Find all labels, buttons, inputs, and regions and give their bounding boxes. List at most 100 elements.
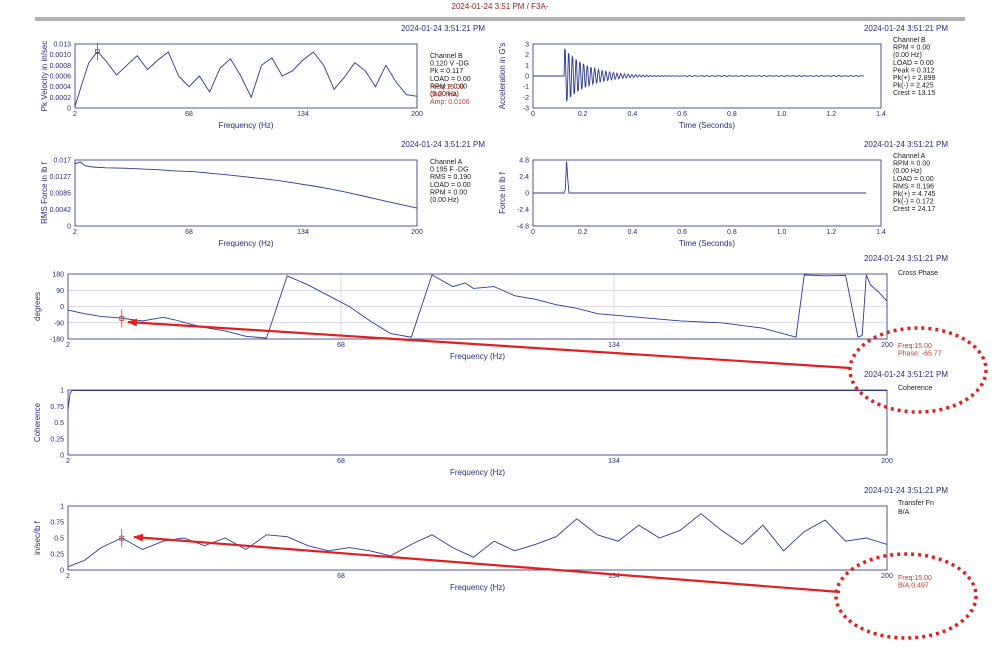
transfer-function-subtitle: B/A bbox=[898, 509, 910, 516]
y-tick-label: 0 bbox=[60, 304, 64, 311]
x-tick-label: 1.0 bbox=[777, 229, 787, 236]
y-tick-label: 0 bbox=[525, 191, 529, 198]
y-tick-label: -1 bbox=[523, 84, 529, 91]
cursor-readout-line: Amp: 0.0106 bbox=[430, 99, 470, 106]
cross-phase-plot-frame bbox=[67, 273, 888, 340]
force-time-x-axis-label: Time (Seconds) bbox=[679, 239, 736, 248]
y-tick-label: 3 bbox=[525, 42, 529, 49]
x-tick-label: 200 bbox=[411, 111, 423, 118]
channel-info-line: Crest = 24.17 bbox=[893, 206, 935, 213]
channel-info-line: 0.195 F -DG bbox=[430, 167, 469, 174]
annotation-layer bbox=[127, 318, 988, 640]
x-tick-label: 2 bbox=[66, 458, 70, 465]
transfer-function-series-line bbox=[67, 513, 888, 568]
channel-info-line: RPM = 0.00 bbox=[893, 161, 930, 168]
transfer-function-y-axis-label: in/sec/lb f bbox=[33, 520, 42, 555]
y-tick-label: 0.0085 bbox=[50, 191, 72, 198]
y-tick-label: 0 bbox=[67, 106, 71, 113]
cross-phase-x-axis-label: Frequency (Hz) bbox=[450, 352, 505, 361]
acceleration-time-timestamp: 2024-01-24 3:51:21 PM bbox=[864, 24, 948, 33]
x-tick-label: 0.8 bbox=[727, 111, 737, 118]
channel-info-line: LOAD = 0.00 bbox=[430, 182, 471, 189]
y-tick-label: 0.5 bbox=[54, 536, 64, 543]
y-tick-label: 0.0004 bbox=[50, 84, 72, 91]
y-tick-label: 0.013 bbox=[53, 42, 71, 49]
velocity-spectrum-y-axis-label: Pk Velocity in in/sec bbox=[40, 41, 49, 112]
channel-info-line: (0.00 Hz) bbox=[893, 52, 922, 59]
x-tick-label: 200 bbox=[881, 573, 893, 580]
phase-annotation-circle bbox=[848, 326, 988, 414]
x-tick-label: 134 bbox=[608, 342, 620, 349]
channel-info-line: RPM = 0.00 bbox=[893, 45, 930, 52]
y-tick-label: 0.0010 bbox=[50, 52, 72, 59]
transfer-function-timestamp: 2024-01-24 3:51:21 PM bbox=[864, 486, 948, 495]
channel-info-line: Channel B bbox=[893, 37, 926, 44]
x-tick-label: 0.6 bbox=[677, 111, 687, 118]
x-tick-label: 0.6 bbox=[677, 229, 687, 236]
x-tick-label: 0.4 bbox=[628, 111, 638, 118]
velocity-spectrum-plot-frame bbox=[74, 43, 418, 109]
y-tick-label: 0.017 bbox=[53, 158, 71, 165]
cross-phase-series-line bbox=[67, 274, 888, 339]
y-tick-label: 0 bbox=[60, 568, 64, 575]
channel-info-line: RPM = 0.00 bbox=[430, 83, 467, 90]
acceleration-time-series-line bbox=[533, 48, 864, 103]
phase-annotation-arrow bbox=[127, 318, 851, 370]
y-tick-label: 0.5 bbox=[54, 420, 64, 427]
force-time-chart: 2024-01-24 3:51:21 PM4.82.40-2.4-4.80 0.2… bbox=[498, 140, 948, 248]
cross-phase-timestamp: 2024-01-24 3:51:21 PM bbox=[864, 254, 948, 263]
channel-info-line: (0.00 Hz) bbox=[430, 197, 459, 204]
transfer-function-title: Transfer Fn bbox=[898, 500, 934, 507]
y-tick-label: 0.25 bbox=[50, 436, 64, 443]
x-tick-label: 2 bbox=[73, 111, 77, 118]
cursor-readout-line: B/A:0.497 bbox=[898, 583, 929, 590]
cursor-readout-line: Freq:15.00 bbox=[430, 84, 464, 91]
acceleration-time-x-axis-label: Time (Seconds) bbox=[679, 121, 736, 130]
y-tick-label: 90 bbox=[56, 288, 64, 295]
coherence-timestamp: 2024-01-24 3:51:21 PM bbox=[864, 370, 948, 379]
x-tick-label: 0.8 bbox=[727, 229, 737, 236]
y-tick-label: -2 bbox=[523, 95, 529, 102]
channel-info-line: (0.00 Hz) bbox=[893, 168, 922, 175]
force-time-y-axis-label: Force in lb f bbox=[498, 171, 507, 214]
y-tick-label: 1 bbox=[60, 504, 64, 511]
force-time-series-line bbox=[533, 161, 867, 194]
velocity-spectrum-series-line bbox=[74, 50, 418, 107]
y-tick-label: -4.8 bbox=[517, 224, 529, 231]
x-tick-label: 2 bbox=[66, 573, 70, 580]
y-tick-label: 0.25 bbox=[50, 552, 64, 559]
channel-info-line: LOAD = 0.00 bbox=[430, 76, 471, 83]
y-tick-label: 0.0042 bbox=[50, 207, 72, 214]
force-spectrum-chart: 2024-01-24 3:51:21 PM 0.017 0.0127 0.0085 0.… bbox=[40, 140, 485, 248]
x-tick-label: 1.0 bbox=[777, 111, 787, 118]
x-tick-label: 68 bbox=[337, 458, 345, 465]
x-tick-label: 1.4 bbox=[876, 229, 886, 236]
velocity-spectrum-cursor-marker bbox=[95, 49, 100, 54]
channel-info-line: Channel B bbox=[430, 53, 463, 60]
coherence-x-axis-label: Frequency (Hz) bbox=[450, 468, 505, 477]
channel-info-line: Crest = 13.15 bbox=[893, 90, 935, 97]
channel-info-line: Peak = 0.312 bbox=[893, 67, 935, 74]
coherence-plot-frame bbox=[67, 389, 888, 456]
x-tick-label: 200 bbox=[881, 342, 893, 349]
x-tick-label: 0 bbox=[531, 111, 535, 118]
channel-info-line: RMS = 0.196 bbox=[893, 183, 934, 190]
x-tick-label: 134 bbox=[297, 229, 309, 236]
x-tick-label: 2 bbox=[66, 342, 70, 349]
x-tick-label: 200 bbox=[881, 458, 893, 465]
channel-info-line: Pk(+) = 4.745 bbox=[893, 191, 936, 198]
cross-phase-title: Cross Phase bbox=[898, 270, 938, 277]
y-tick-label: 0.0127 bbox=[50, 174, 72, 181]
channel-info-line: Pk(-) = 0.172 bbox=[893, 199, 934, 206]
transfer-function-plot-frame bbox=[67, 505, 888, 571]
force-spectrum-y-axis-label: RMS Force in lb f bbox=[40, 161, 49, 224]
y-tick-label: -90 bbox=[54, 320, 64, 327]
force-spectrum-plot-frame bbox=[74, 159, 418, 227]
coherence-chart: 2024-01-24 3:51:21 PM 1 0.75 0.5 0.25 02 68 134… bbox=[33, 370, 948, 477]
y-tick-label: 4.8 bbox=[519, 158, 529, 165]
x-tick-label: 68 bbox=[337, 573, 345, 580]
y-tick-label: -180 bbox=[50, 337, 64, 344]
cross-phase-y-axis-label: degrees bbox=[33, 292, 42, 321]
